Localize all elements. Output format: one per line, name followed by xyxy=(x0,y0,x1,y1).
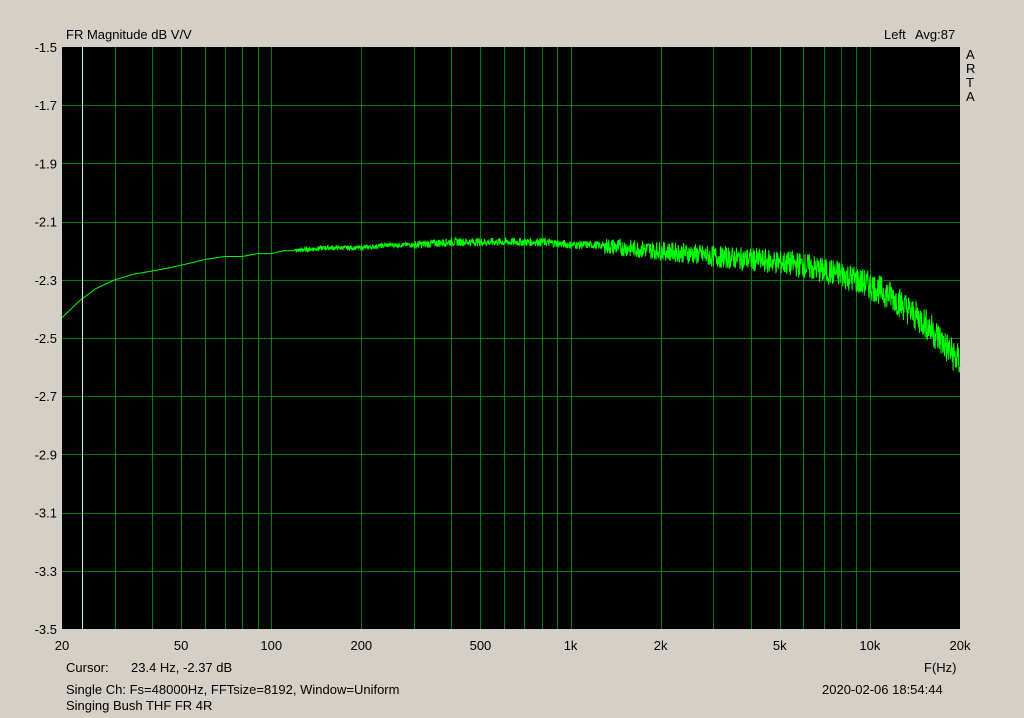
chart-title: FR Magnitude dB V/V xyxy=(66,27,192,42)
y-tick-label: -3.1 xyxy=(35,506,57,521)
brand-letter-a2: A xyxy=(966,89,975,104)
channel-label: Left xyxy=(884,27,906,42)
y-tick-label: -3.3 xyxy=(35,564,57,579)
y-tick-label: -2.7 xyxy=(35,389,57,404)
y-tick-label: -3.5 xyxy=(35,622,57,637)
y-axis-ticks: -1.5 -1.7 -1.9 -2.1 -2.3 -2.5 -2.7 -2.9 -3.1 -3.3… xyxy=(35,40,57,637)
y-tick-label: -2.9 xyxy=(35,447,57,462)
y-tick-label: -1.5 xyxy=(35,40,57,55)
frequency-response-trace xyxy=(61,236,961,373)
x-tick-label: 5k xyxy=(773,638,787,653)
trace-layer xyxy=(61,236,961,373)
y-tick-label: -2.1 xyxy=(35,215,57,230)
x-tick-label: 20 xyxy=(55,638,69,653)
grid xyxy=(62,47,960,629)
cursor-readout: 23.4 Hz, -2.37 dB xyxy=(131,660,233,675)
cursor-label: Cursor: xyxy=(66,660,109,675)
brand-letter-a1: A xyxy=(966,47,975,62)
x-tick-label: 200 xyxy=(350,638,372,653)
brand-letter-r: R xyxy=(966,61,976,76)
measurement-settings: Single Ch: Fs=48000Hz, FFTsize=8192, Win… xyxy=(66,682,400,697)
x-axis-unit: F(Hz) xyxy=(924,660,957,675)
timestamp: 2020-02-06 18:54:44 xyxy=(822,682,943,697)
x-tick-label: 20k xyxy=(950,638,971,653)
x-tick-label: 10k xyxy=(859,638,880,653)
x-tick-label: 100 xyxy=(260,638,282,653)
x-tick-label: 50 xyxy=(174,638,188,653)
y-tick-label: -1.7 xyxy=(35,98,57,113)
x-tick-label: 500 xyxy=(470,638,492,653)
x-tick-label: 1k xyxy=(564,638,578,653)
y-tick-label: -2.3 xyxy=(35,273,57,288)
average-count: Avg:87 xyxy=(915,27,956,42)
brand-letter-t: T xyxy=(966,75,974,90)
y-tick-label: -1.9 xyxy=(35,156,57,171)
x-tick-label: 2k xyxy=(654,638,668,653)
x-axis-ticks: 20 50 100 200 500 1k 2k 5k 10k 20k xyxy=(55,638,971,653)
caption: Singing Bush THF FR 4R xyxy=(66,698,213,713)
y-tick-label: -2.5 xyxy=(35,331,57,346)
